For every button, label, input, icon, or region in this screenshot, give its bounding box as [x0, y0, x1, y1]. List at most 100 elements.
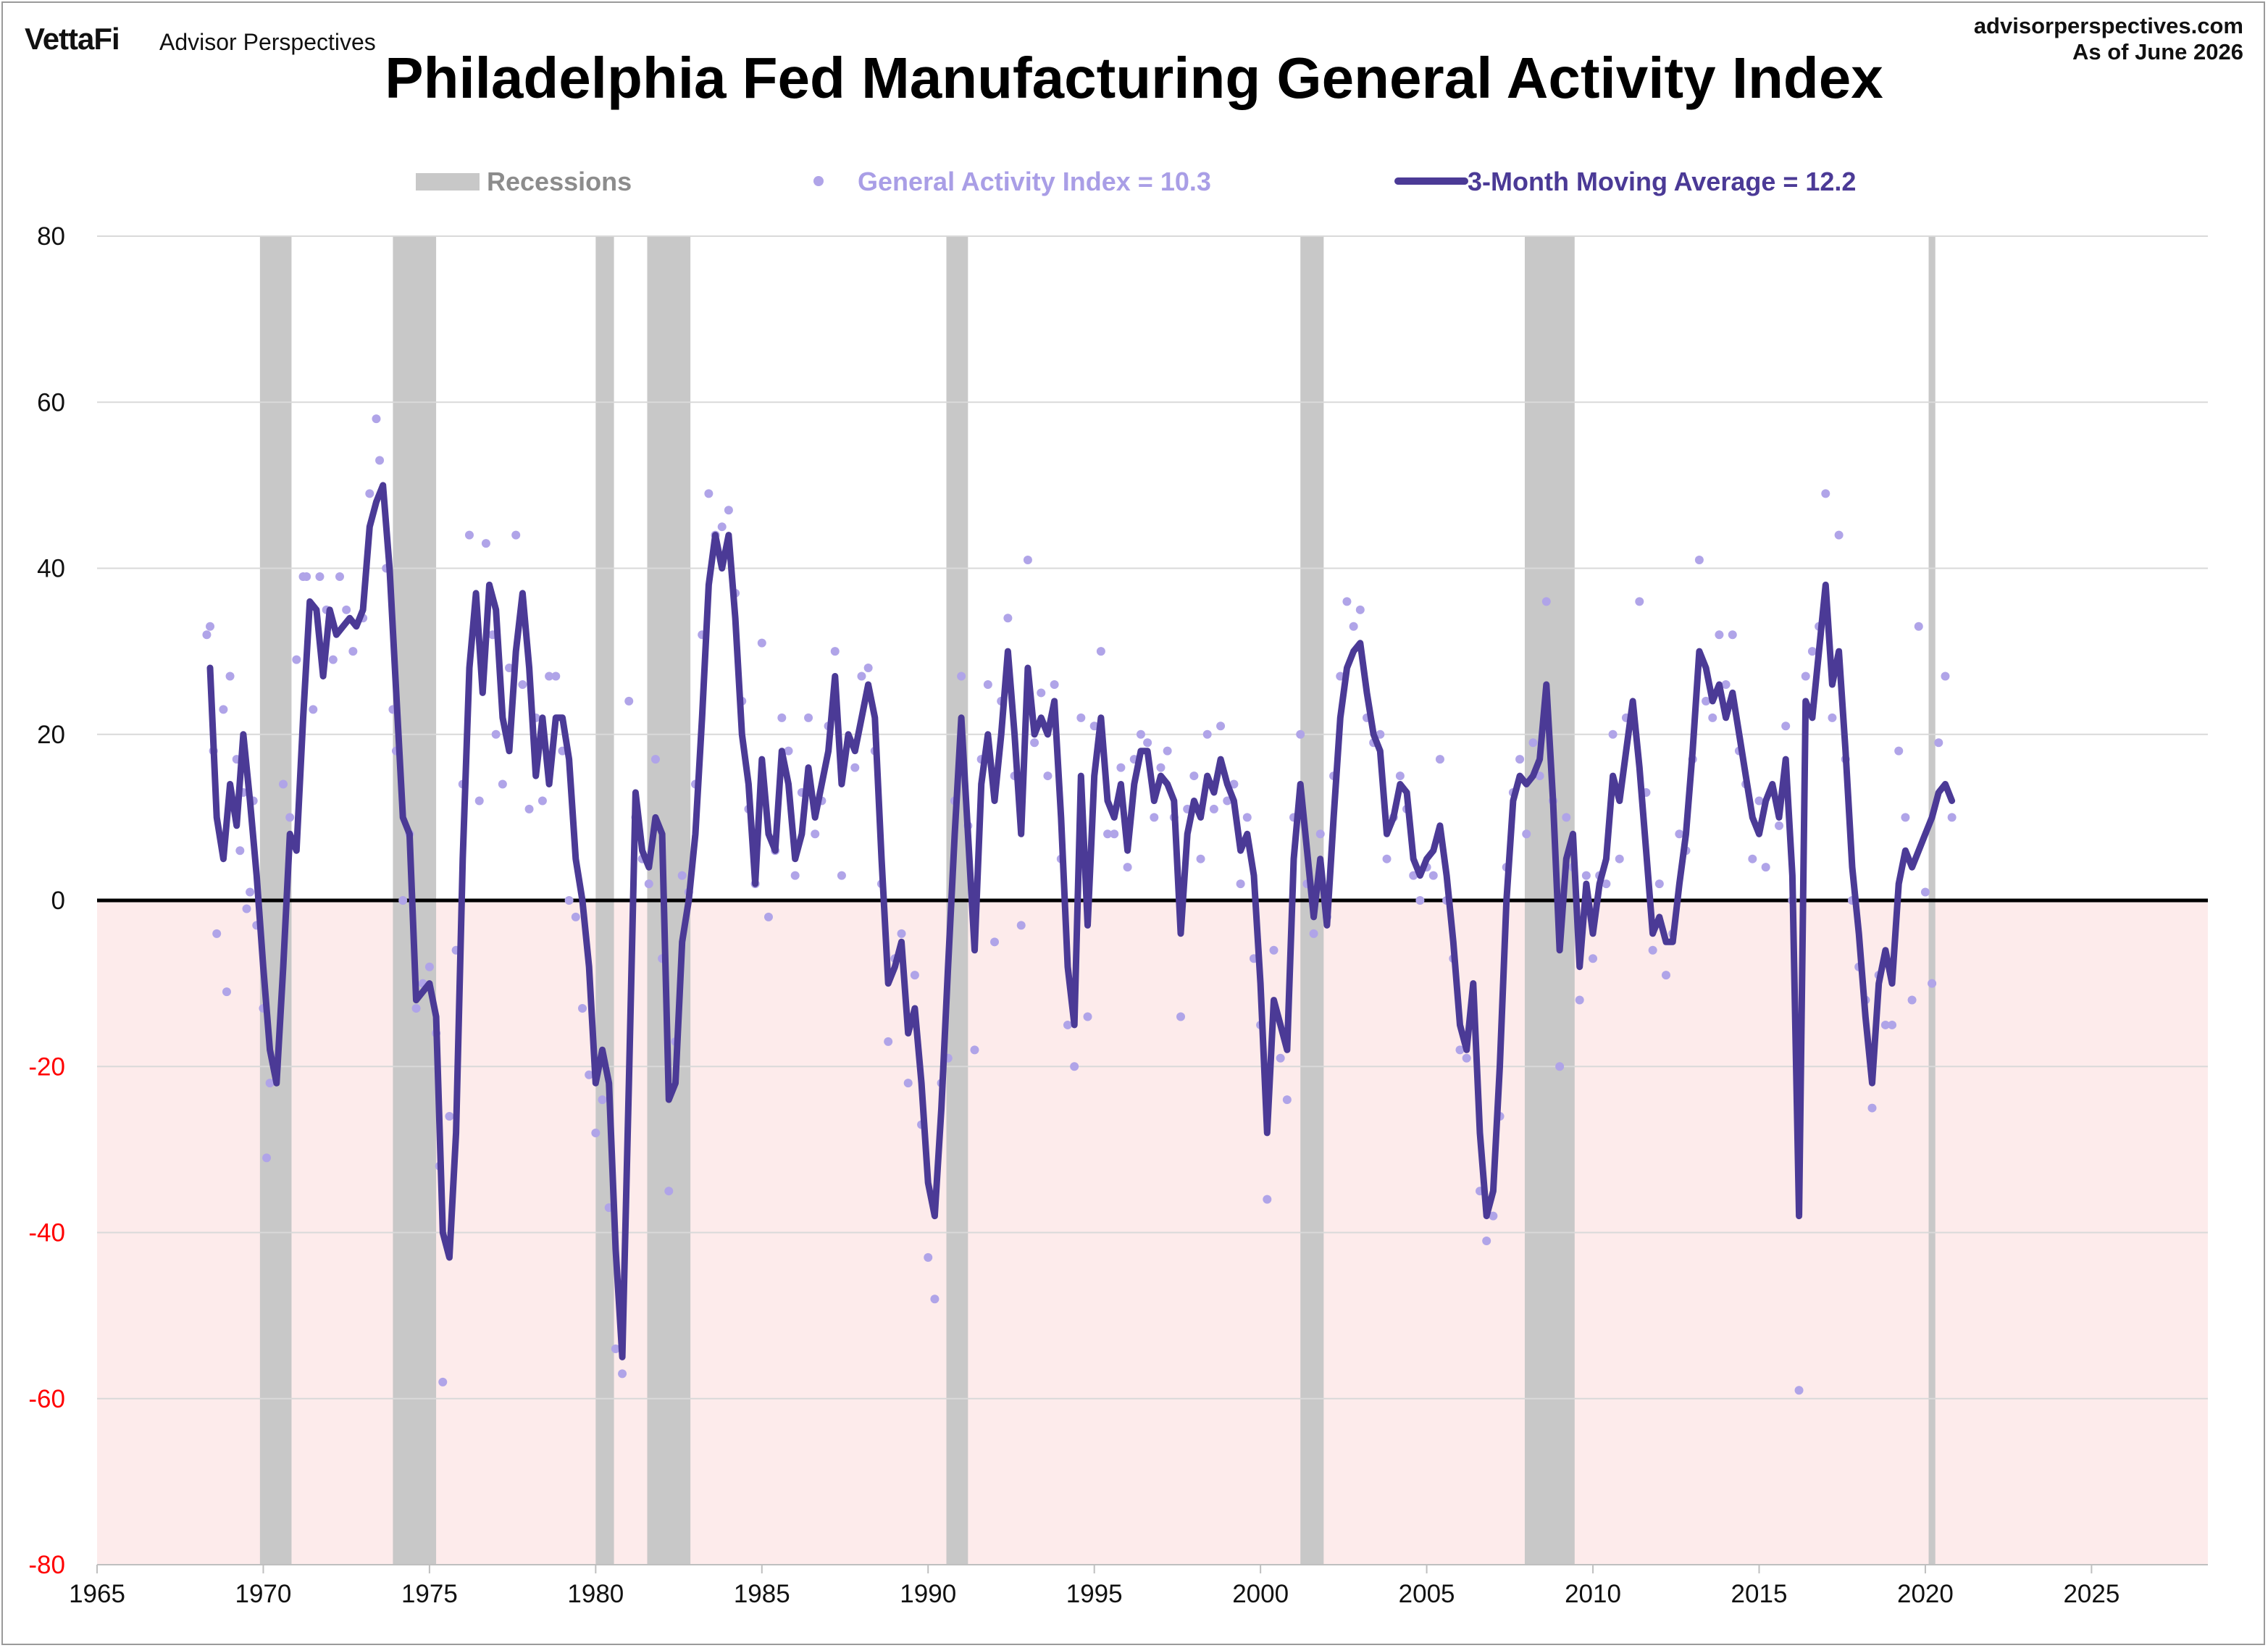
moving-average-line — [206, 482, 1956, 1360]
index-dot — [1136, 729, 1145, 739]
x-tick-label: 2020 — [1897, 1580, 1954, 1608]
x-tick-label: 1995 — [1066, 1580, 1123, 1608]
index-dot — [717, 522, 727, 532]
legend: Recessions General Activity Index = 10.3… — [416, 167, 1856, 196]
index-dot — [481, 539, 490, 548]
x-tick-label: 1985 — [734, 1580, 790, 1608]
index-dot — [650, 755, 660, 764]
index-dot — [1070, 1062, 1079, 1071]
index-dot — [837, 871, 846, 880]
site-info: advisorperspectives.com As of June 2026 — [1974, 13, 2243, 65]
vettafi-logo: VettaFi — [25, 22, 120, 56]
index-dot — [1761, 863, 1770, 872]
index-dot — [1947, 813, 1957, 822]
index-dot — [1143, 738, 1152, 748]
index-dot — [398, 896, 408, 905]
index-dot — [202, 630, 212, 640]
index-dot — [1602, 879, 1611, 889]
index-dot — [1708, 713, 1717, 722]
index-dot — [830, 647, 840, 656]
index-dot — [983, 679, 992, 689]
index-dot — [724, 506, 733, 515]
index-dot — [1269, 945, 1279, 955]
index-dot — [624, 696, 634, 706]
index-dot — [1223, 796, 1232, 806]
index-dot — [235, 846, 245, 856]
index-dot — [511, 530, 521, 540]
index-dot — [1834, 530, 1844, 540]
index-dot — [1907, 995, 1917, 1005]
index-dot — [1675, 829, 1684, 839]
index-dot — [777, 713, 787, 722]
index-dot — [763, 912, 773, 921]
index-dot — [1522, 829, 1531, 839]
index-dot — [491, 729, 501, 739]
index-dot — [1901, 813, 1910, 822]
index-dot — [804, 713, 813, 722]
index-dot — [1867, 1103, 1877, 1113]
y-tick-label: 80 — [37, 222, 65, 251]
index-dot — [850, 763, 860, 772]
legend-ma-label: 3-Month Moving Average = 12.2 — [1468, 167, 1856, 196]
index-dot — [1654, 879, 1664, 889]
index-dot — [903, 1079, 913, 1088]
index-dot — [445, 1112, 454, 1121]
index-dot — [278, 779, 288, 789]
index-dot — [1455, 1045, 1465, 1055]
index-dot — [464, 530, 474, 540]
index-dot — [611, 1344, 620, 1353]
index-dot — [1888, 1020, 1897, 1029]
index-dot — [225, 672, 235, 681]
index-dot — [1296, 729, 1305, 739]
index-dot — [365, 489, 374, 498]
index-dot — [1382, 854, 1392, 863]
index-dot — [1089, 721, 1099, 731]
x-tick-label: 2000 — [1232, 1580, 1289, 1608]
index-dot — [1608, 729, 1618, 739]
index-dot — [1581, 871, 1591, 880]
index-dot — [1409, 871, 1418, 880]
index-dot — [990, 937, 1000, 947]
index-dot — [1435, 755, 1444, 764]
index-dot — [375, 456, 385, 465]
index-dot — [1163, 746, 1172, 756]
index-dot — [811, 829, 820, 839]
index-dot — [1928, 979, 1937, 988]
index-dot — [970, 1045, 979, 1055]
index-dot — [1037, 688, 1046, 698]
index-dot — [1063, 1020, 1072, 1029]
index-dot — [474, 796, 484, 806]
index-dot — [1116, 763, 1126, 772]
index-dot — [524, 804, 534, 813]
index-dot — [1828, 713, 1837, 722]
index-dot — [292, 655, 301, 664]
chart-title: Philadelphia Fed Manufacturing General A… — [385, 46, 1883, 110]
index-dot — [1914, 622, 1923, 631]
index-dot — [1635, 597, 1644, 606]
index-dot — [1150, 813, 1159, 822]
index-dot — [1395, 771, 1405, 781]
index-dot — [1003, 614, 1013, 623]
index-dot — [285, 813, 295, 822]
index-dot — [1428, 871, 1438, 880]
index-dot — [1282, 1095, 1292, 1105]
index-dot — [1309, 929, 1318, 938]
index-dot — [1821, 489, 1830, 498]
index-dot — [222, 987, 231, 997]
index-dot — [897, 929, 906, 938]
index-dot — [1349, 622, 1358, 631]
index-dot — [242, 904, 251, 913]
legend-recession-label: Recessions — [487, 167, 632, 196]
index-dot — [328, 655, 338, 664]
index-dot — [1934, 738, 1943, 748]
y-tick-label: -60 — [28, 1385, 65, 1413]
index-dot — [1196, 854, 1205, 863]
index-dot — [1648, 945, 1657, 955]
index-dot — [1482, 1236, 1491, 1245]
index-dot — [411, 1004, 421, 1013]
y-tick-label: 60 — [37, 388, 65, 417]
index-dot — [342, 605, 351, 614]
index-dot — [265, 1079, 275, 1088]
index-dot — [1794, 1386, 1804, 1395]
index-dot — [1748, 854, 1757, 863]
